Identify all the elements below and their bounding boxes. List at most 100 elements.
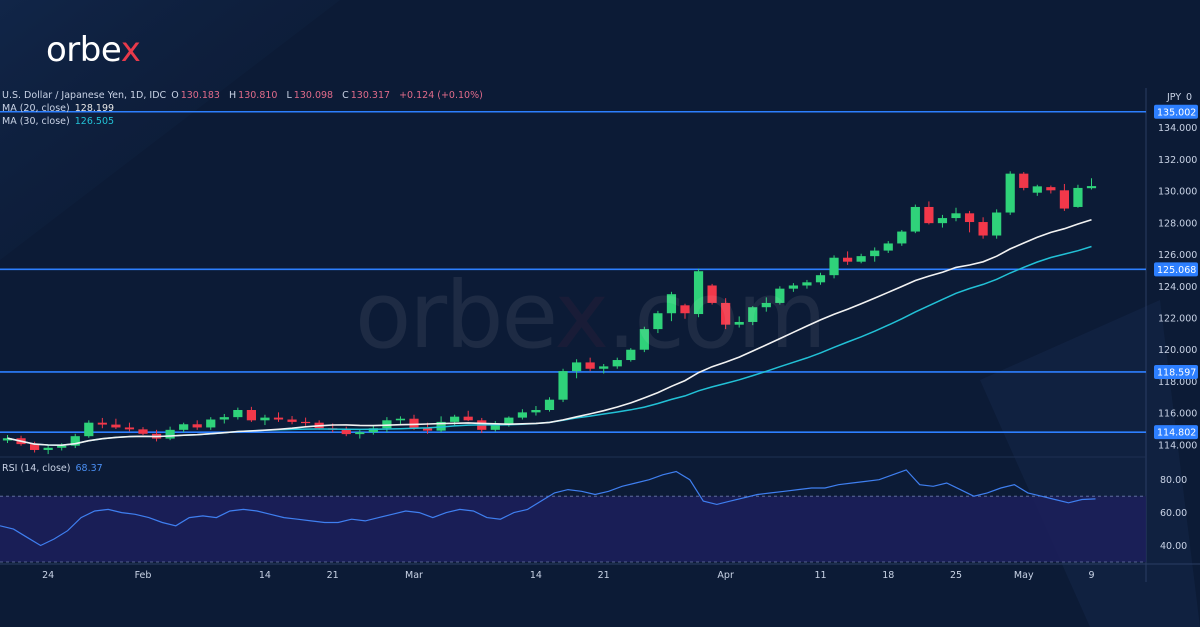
orbex-logo[interactable]: orbex xyxy=(46,30,141,70)
time-tick-8: 11 xyxy=(814,570,826,581)
candle-body-12 xyxy=(165,429,175,439)
rsi-tick-2: 80.00 xyxy=(1160,475,1187,486)
candle-body-22 xyxy=(301,421,311,424)
candle-body-30 xyxy=(409,418,419,429)
candle-body-4 xyxy=(57,445,67,448)
candle-body-57 xyxy=(775,288,785,303)
ma30-value: 126.505 xyxy=(74,116,115,127)
rsi-tick-1: 60.00 xyxy=(1160,508,1187,519)
time-tick-0: 24 xyxy=(42,570,54,581)
ma30-label: MA (30, close) xyxy=(2,116,70,127)
low-label: L xyxy=(286,90,292,101)
candle-body-28 xyxy=(382,420,392,429)
candle-body-62 xyxy=(843,257,853,262)
candle-body-18 xyxy=(246,410,256,421)
ma20-label: MA (20, close) xyxy=(2,103,70,114)
currency-label: JPY xyxy=(1166,92,1181,103)
close-value: 130.317 xyxy=(350,90,391,101)
level-tag-text-1: 125.068 xyxy=(1157,265,1196,276)
time-tick-4: Mar xyxy=(405,570,423,581)
candle-body-46 xyxy=(626,349,636,361)
candle-body-7 xyxy=(97,422,107,425)
instrument-name: U.S. Dollar / Japanese Yen, 1D, IDC xyxy=(2,90,167,101)
ma20-value: 128.199 xyxy=(74,103,115,114)
candle-body-34 xyxy=(463,416,473,421)
level-lines xyxy=(0,110,1146,433)
candle-body-8 xyxy=(111,424,121,428)
low-value: 130.098 xyxy=(293,90,334,101)
price-tick-3: 120.000 xyxy=(1158,345,1197,356)
candle-body-16 xyxy=(219,417,229,420)
candle-body-2 xyxy=(30,444,40,450)
candle-body-25 xyxy=(341,429,351,435)
candle-body-50 xyxy=(680,305,690,314)
time-axis[interactable]: 24 Feb 14 21 Mar 14 21 Apr 11 18 25 May 9 xyxy=(42,570,1094,581)
candle-body-13 xyxy=(179,424,189,430)
price-tick-9: 132.000 xyxy=(1158,155,1197,166)
candle-body-48 xyxy=(653,313,663,330)
candle-body-75 xyxy=(1019,173,1029,188)
candles xyxy=(2,171,1097,455)
candle-body-15 xyxy=(206,419,216,428)
time-tick-5: 14 xyxy=(530,570,542,581)
candle-body-42 xyxy=(572,362,582,372)
candle-body-17 xyxy=(233,410,243,418)
candle-body-0 xyxy=(2,438,13,441)
candle-body-10 xyxy=(138,429,148,434)
price-tick-8: 130.000 xyxy=(1158,187,1197,198)
candle-body-73 xyxy=(992,212,1002,236)
candle-body-49 xyxy=(666,294,677,314)
candle-body-79 xyxy=(1073,187,1083,207)
ma30-legend[interactable]: MA (30, close) 126.505 xyxy=(2,116,114,128)
instrument-legend[interactable]: U.S. Dollar / Japanese Yen, 1D, IDC O 130… xyxy=(2,90,489,102)
level-tag-1 xyxy=(1154,262,1198,277)
candle-body-63 xyxy=(856,256,866,262)
candle-body-61 xyxy=(829,257,839,276)
level-tag-text-0: 135.002 xyxy=(1157,107,1196,118)
candle-body-36 xyxy=(490,424,500,430)
price-tick-1: 116.000 xyxy=(1158,409,1197,420)
candle-body-65 xyxy=(883,243,893,251)
rsi-legend[interactable]: RSI (14, close) 68.37 xyxy=(2,463,103,475)
candle-body-20 xyxy=(273,417,284,420)
candle-body-72 xyxy=(978,222,988,236)
level-tag-2 xyxy=(1154,364,1198,379)
price-tick-0: 114.000 xyxy=(1158,440,1197,451)
candle-body-74 xyxy=(1005,173,1015,213)
close-label: C xyxy=(342,90,349,101)
candle-body-60 xyxy=(815,275,826,283)
background-glow-left xyxy=(0,0,340,260)
price-tick-10: 134.000 xyxy=(1158,123,1197,134)
candle-body-68 xyxy=(924,206,934,224)
candle-body-55 xyxy=(748,307,758,322)
candle-body-69 xyxy=(937,218,948,224)
candle-body-53 xyxy=(721,302,731,325)
rsi-tick-0: 40.00 xyxy=(1160,541,1187,552)
price-tick-4: 122.000 xyxy=(1158,314,1197,325)
watermark: orbex.com xyxy=(355,262,827,369)
watermark-x: x xyxy=(554,262,609,369)
ma20-legend[interactable]: MA (20, close) 128.199 xyxy=(2,103,114,115)
watermark-right: .com xyxy=(606,262,827,369)
candle-body-26 xyxy=(355,432,365,435)
logo-x: x xyxy=(120,30,141,70)
rsi-band xyxy=(0,495,1146,563)
time-tick-1: Feb xyxy=(135,570,152,581)
candle-body-5 xyxy=(70,436,80,446)
candle-body-40 xyxy=(544,399,555,410)
candle-body-58 xyxy=(788,285,798,289)
candle-body-67 xyxy=(910,206,920,232)
candle-body-70 xyxy=(951,213,961,219)
high-label: H xyxy=(229,90,237,101)
time-tick-3: 21 xyxy=(327,570,339,581)
logo-text: orbe xyxy=(46,30,121,70)
watermark-left: orbe xyxy=(355,262,556,369)
level-tag-text-2: 118.597 xyxy=(1157,367,1196,378)
price-axis[interactable]: JPY 0 114.000 116.000 118.000 120.000 122.000 1… xyxy=(1154,92,1198,552)
candle-body-56 xyxy=(761,302,771,308)
price-tick-6: 126.000 xyxy=(1158,250,1197,261)
level-tag-text-3: 114.802 xyxy=(1157,428,1196,439)
open-label: O xyxy=(171,90,179,101)
candle-body-29 xyxy=(395,418,406,421)
candle-body-14 xyxy=(192,424,202,428)
